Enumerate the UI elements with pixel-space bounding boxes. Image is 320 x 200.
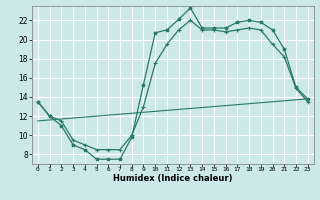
X-axis label: Humidex (Indice chaleur): Humidex (Indice chaleur) bbox=[113, 174, 233, 183]
